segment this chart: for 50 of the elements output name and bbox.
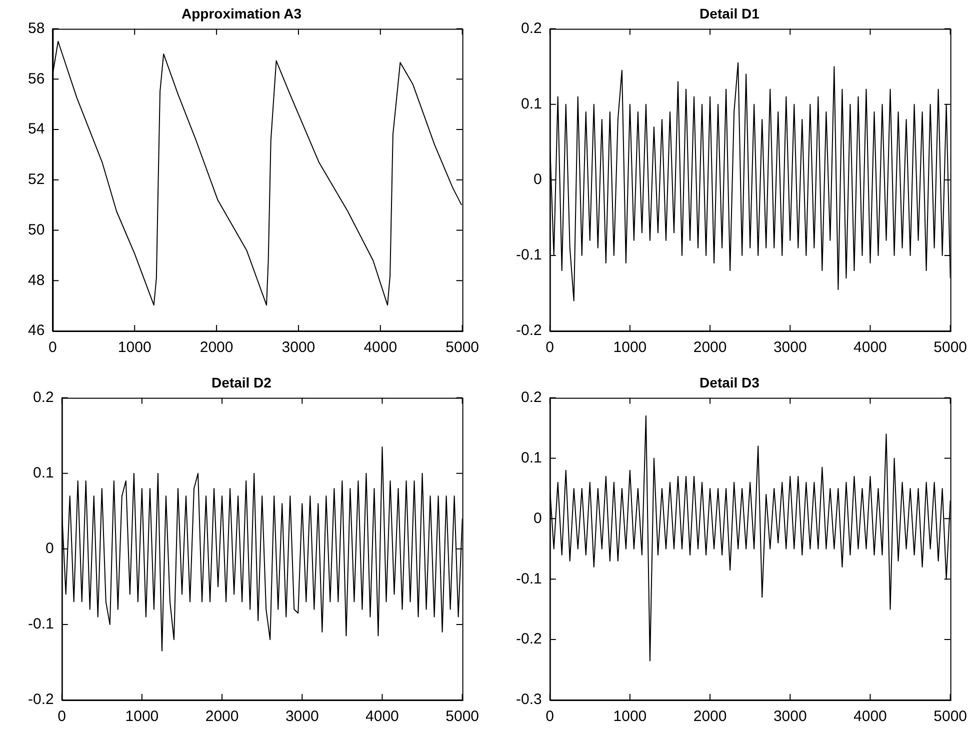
x-tick-label: 1000 (118, 339, 152, 356)
y-tick-label: 0.1 (520, 95, 542, 112)
x-tick-label: 1000 (613, 339, 647, 356)
chart-title: Detail D1 (700, 5, 760, 22)
y-tick-label: -0.2 (516, 322, 542, 340)
y-tick-label: -0.2 (516, 630, 542, 648)
x-tick-label: 0 (546, 708, 554, 726)
x-tick-label: 2000 (205, 708, 239, 726)
y-tick-label: -0.1 (28, 616, 54, 633)
y-tick-label: 0.2 (520, 388, 542, 406)
y-tick-label: -0.2 (28, 691, 54, 708)
x-tick-label: 4000 (364, 339, 398, 356)
chart-title: Approximation A3 (181, 5, 302, 22)
y-tick-label: -0.1 (516, 246, 542, 264)
y-tick-label: -0.1 (516, 570, 542, 588)
x-tick-label: 1000 (613, 708, 647, 726)
x-tick-label: 4000 (854, 708, 887, 726)
x-tick-label: 3000 (285, 708, 319, 726)
y-tick-label: 0.1 (520, 449, 542, 466)
y-tick-label: 0 (534, 171, 542, 188)
y-tick-label: 54 (28, 120, 45, 138)
y-tick-label: 0.1 (32, 464, 54, 482)
y-tick-label: 58 (28, 20, 45, 37)
x-tick-label: 0 (58, 708, 66, 726)
y-tick-label: 0 (46, 540, 54, 558)
x-tick-label: 5000 (934, 708, 968, 726)
x-tick-label: 3000 (282, 339, 316, 356)
x-tick-label: 2000 (693, 708, 727, 726)
y-tick-label: 0.2 (520, 20, 542, 37)
x-tick-label: 4000 (366, 708, 399, 726)
x-tick-label: 5000 (446, 339, 480, 356)
x-tick-label: 2000 (200, 339, 234, 356)
x-tick-label: 2000 (693, 339, 727, 356)
y-tick-label: 0 (534, 510, 542, 527)
chart-title: Detail D3 (700, 374, 760, 390)
y-tick-label: 52 (28, 171, 45, 188)
y-tick-label: 56 (28, 70, 45, 88)
x-tick-label: 0 (546, 339, 554, 356)
y-tick-label: -0.3 (516, 691, 542, 708)
y-tick-label: 0.2 (32, 388, 54, 406)
y-tick-label: 48 (28, 272, 45, 289)
y-tick-label: 46 (28, 322, 45, 340)
x-tick-label: 3000 (773, 339, 807, 356)
x-tick-label: 3000 (773, 708, 807, 726)
y-tick-label: 50 (28, 221, 45, 238)
x-tick-label: 5000 (446, 708, 480, 726)
x-tick-label: 5000 (934, 339, 968, 356)
x-tick-label: 4000 (854, 339, 887, 356)
x-tick-label: 1000 (125, 708, 159, 726)
chart-title: Detail D2 (212, 374, 272, 390)
